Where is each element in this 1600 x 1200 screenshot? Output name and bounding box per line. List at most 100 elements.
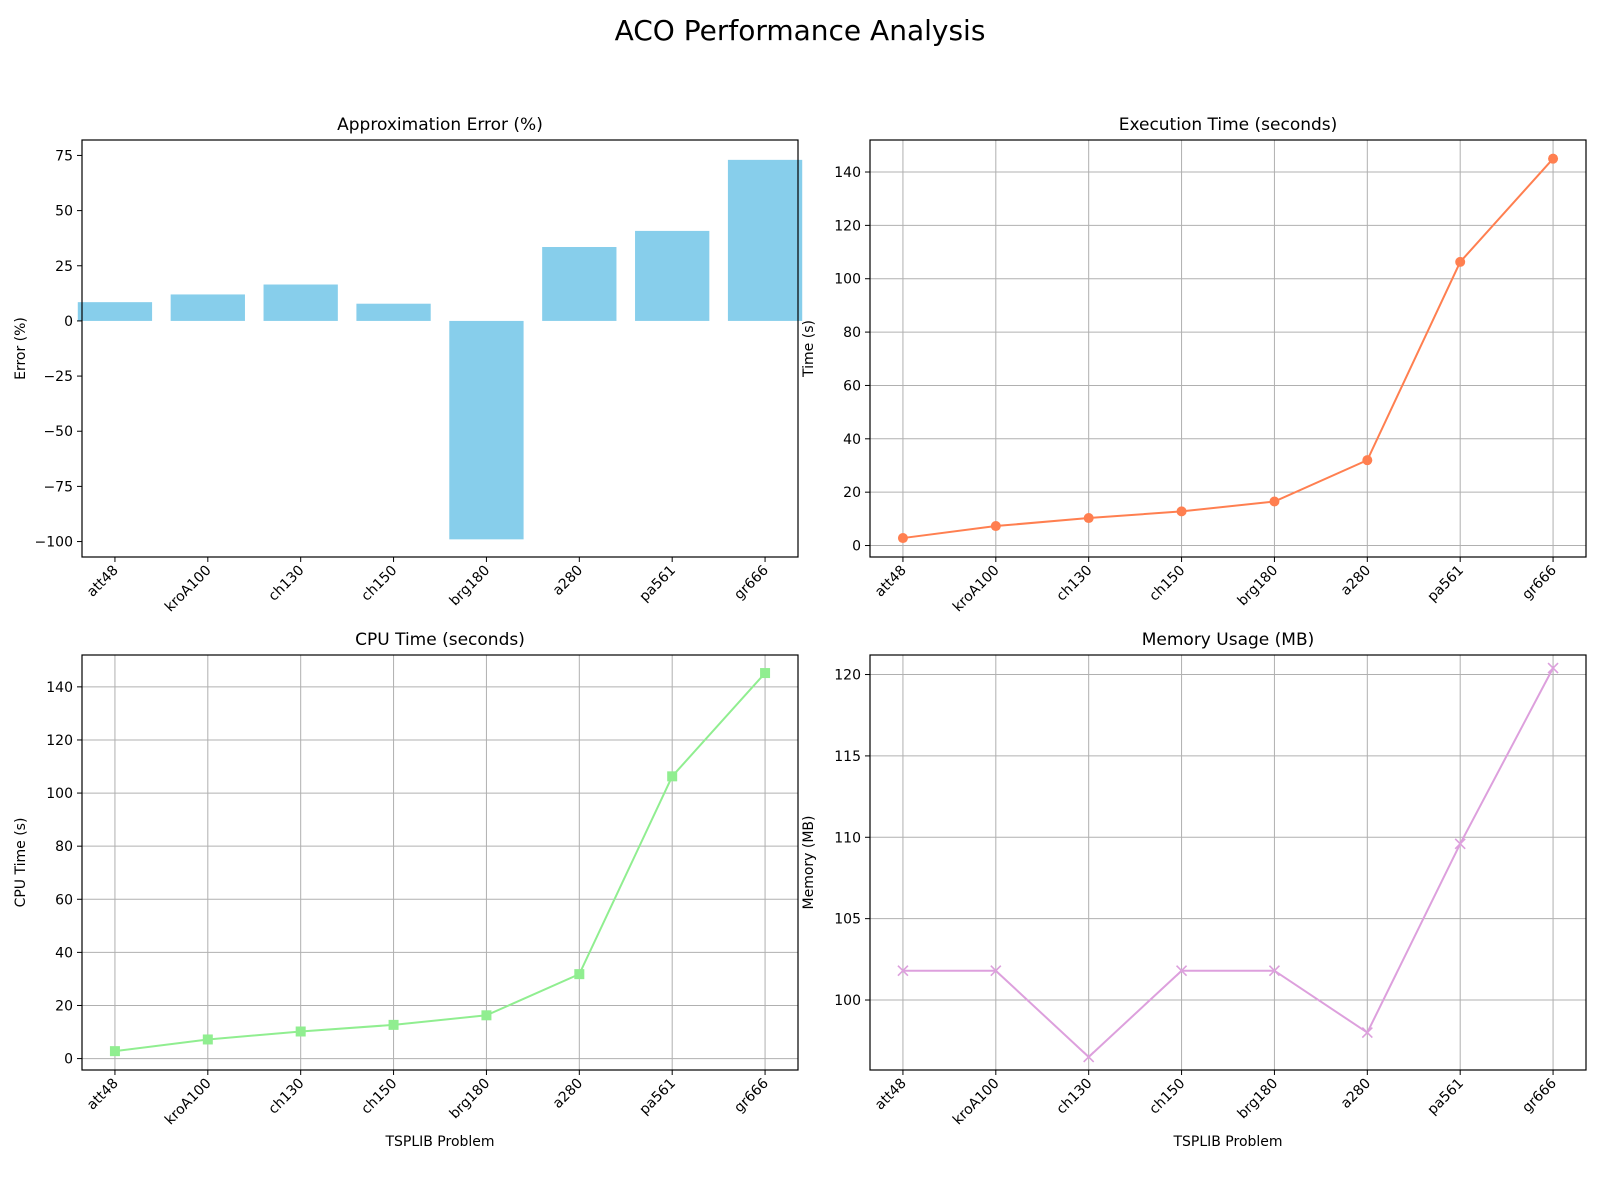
chart-title: Execution Time (seconds) [1119,115,1338,135]
point-brg180 [481,1010,492,1021]
point-att48 [897,965,909,977]
y-tick-label: 120 [834,668,861,684]
chart-error: −100 −75 −50 −25 0 25 50 75 att48 kroA100 ch130 ch1… [13,115,803,616]
x-tick-label: brg180 [1235,563,1282,610]
y-axis-label: Memory (MB) [801,816,817,910]
bar-att48 [77,302,153,321]
point-ch130 [1083,513,1094,524]
x-tick-label: ch130 [1054,1076,1096,1118]
x-tick-label: att48 [872,563,910,601]
point-kroA100 [990,965,1002,977]
x-tick-label: gr666 [1519,562,1560,603]
x-tick-label: ch130 [266,1076,308,1118]
y-tick-label: −100 [35,535,73,551]
axes-frame [869,654,1587,1071]
x-tick-label: gr666 [731,1075,772,1116]
x-tick-label: gr666 [1519,1075,1560,1116]
x-tick-label: brg180 [447,563,494,610]
y-axis-label: CPU Time (s) [13,818,29,908]
chart-title: Approximation Error (%) [337,115,543,135]
chart-title: CPU Time (seconds) [355,630,525,650]
x-tick-label: ch150 [358,1076,400,1118]
x-tick-label: att48 [84,1076,122,1114]
series-line [114,672,766,1053]
x-axis-label: TSPLIB Problem [1172,1134,1282,1150]
point-brg180 [1269,496,1280,507]
bar-brg180 [449,320,524,540]
point-kroA100 [990,521,1001,532]
x-tick-label: kroA100 [162,1076,215,1129]
point-a280 [1362,455,1373,466]
y-tick-label: 115 [834,749,861,765]
x-tick-label: a280 [550,1076,586,1112]
axes-frame [81,654,799,1071]
x-tick-label: ch130 [1054,563,1096,605]
bar-kroA100 [170,294,245,321]
bar-a280 [542,247,617,321]
x-tick-label: ch150 [358,563,400,605]
x-tick-label: a280 [1338,1076,1374,1112]
point-gr666 [1547,662,1559,674]
x-tick-label: gr666 [731,562,772,603]
point-pa561 [1455,256,1466,267]
y-axis-label: Time (s) [801,320,817,378]
y-tick-label: 0 [64,314,73,330]
y-tick-label: 0 [852,539,861,555]
x-tick-label: pa561 [636,563,679,606]
x-tick-label: kroA100 [950,563,1003,616]
figure-suptitle: ACO Performance Analysis [614,14,986,47]
point-att48 [109,1046,120,1057]
y-tick-label: 100 [834,993,861,1009]
y-tick-label: 140 [834,165,861,181]
point-gr666 [1548,153,1559,164]
x-tick-label: pa561 [1424,563,1467,606]
y-tick-label: 40 [843,432,861,448]
x-tick-label: brg180 [447,1076,494,1123]
y-tick-label: 140 [46,680,73,696]
point-a280 [574,969,585,980]
y-tick-label: 120 [834,218,861,234]
x-tick-label: kroA100 [162,563,215,616]
y-tick-label: 60 [843,378,861,394]
y-tick-label: 75 [55,148,73,164]
x-tick-label: a280 [1338,563,1374,599]
chart-title: Memory Usage (MB) [1142,630,1315,650]
point-pa561 [1454,838,1466,850]
y-tick-label: 20 [843,485,861,501]
y-tick-label: −75 [43,479,73,495]
y-tick-label: 40 [55,945,73,961]
x-tick-label: att48 [872,1076,910,1114]
y-tick-label: −25 [43,369,73,385]
bar-pa561 [635,230,710,321]
point-a280 [1361,1027,1373,1039]
point-ch130 [295,1026,306,1037]
series-line [902,158,1554,540]
point-brg180 [1268,965,1281,977]
y-tick-label: 0 [64,1052,73,1068]
point-ch130 [1083,1051,1095,1063]
y-axis-label: Error (%) [13,317,29,380]
point-pa561 [667,771,678,782]
y-tick-label: 50 [55,204,73,220]
bar-ch150 [356,303,431,321]
x-axis-label: TSPLIB Problem [384,1134,494,1150]
chart-cpu-time: 0 20 40 60 80 100 120 140 att48 kroA100 ch130 ch150… [13,630,799,1150]
y-tick-label: 20 [55,998,73,1014]
y-tick-label: 100 [46,786,73,802]
axes-frame [869,139,1587,558]
x-tick-label: ch150 [1146,1076,1188,1118]
y-tick-label: 120 [46,733,73,749]
y-tick-label: 110 [834,830,861,846]
y-tick-label: 60 [55,892,73,908]
x-tick-label: att48 [84,563,122,601]
point-ch150 [1176,506,1187,517]
bar-gr666 [727,159,803,321]
x-tick-label: pa561 [636,1076,679,1119]
x-tick-label: ch150 [1146,563,1188,605]
chart-memory: 100 105 110 115 120 att48 kroA100 ch130 ch150 brg… [801,630,1587,1150]
point-att48 [897,533,908,544]
y-tick-label: −50 [43,424,73,440]
y-tick-label: 25 [55,259,73,275]
x-tick-label: pa561 [1424,1076,1467,1119]
